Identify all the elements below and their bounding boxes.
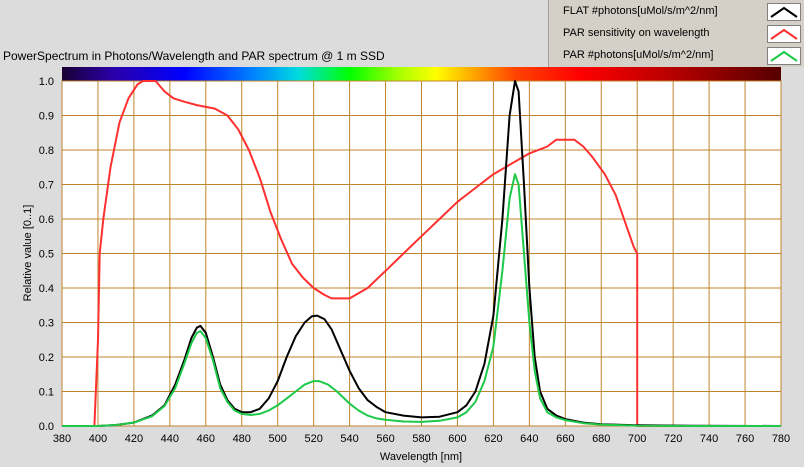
y-tick-label: 0.2 [39, 352, 54, 364]
x-tick-label: 480 [233, 433, 251, 445]
legend-swatch-par-photons [767, 47, 801, 65]
x-tick-label: 660 [556, 433, 574, 445]
series-layer [62, 80, 782, 427]
x-tick-label: 540 [340, 433, 358, 445]
x-tick-label: 380 [53, 433, 71, 445]
y-tick-label: 0.4 [39, 283, 54, 295]
legend-label-par-photons: PAR #photons[uMol/s/m^2/nm] [563, 49, 714, 61]
legend-swatch-par-sensitivity [767, 25, 801, 43]
series-line-flat-photons [62, 80, 782, 427]
x-tick-label: 420 [125, 433, 143, 445]
x-tick-label: 520 [304, 433, 322, 445]
legend-item-par-sensitivity: PAR sensitivity on wavelength [549, 23, 804, 45]
y-tick-label: 0.3 [39, 318, 54, 330]
x-tick-label: 460 [197, 433, 215, 445]
y-tick-label: 0.8 [39, 145, 54, 157]
y-axis-label: Relative value [0..1] [22, 205, 34, 302]
x-tick-label: 720 [664, 433, 682, 445]
y-tick-labels: 0.0 0.1 0.2 0.3 0.4 0.5 0.6 0.7 0.8 0.9 1.0 [39, 76, 54, 433]
x-tick-label: 780 [772, 433, 790, 445]
legend-label-flat: FLAT #photons[uMol/s/m^2/nm] [563, 5, 718, 17]
y-tick-label: 1.0 [39, 76, 54, 88]
x-tick-label: 740 [700, 433, 718, 445]
series-line-par-sensitivity [62, 80, 781, 427]
x-tick-label: 680 [592, 433, 610, 445]
grid [61, 80, 782, 427]
x-axis-label: Wavelength [nm] [380, 451, 462, 463]
y-tick-label: 0.5 [39, 249, 54, 261]
x-tick-label: 640 [520, 433, 538, 445]
x-tick-label: 580 [412, 433, 430, 445]
y-tick-label: 0.9 [39, 111, 54, 123]
chart-title: PowerSpectrum in Photons/Wavelength and … [3, 49, 385, 63]
legend: FLAT #photons[uMol/s/m^2/nm] PAR sensiti… [548, 0, 804, 67]
series-line-par-photons [62, 173, 781, 427]
y-tick-label: 0.6 [39, 214, 54, 226]
x-tick-label: 760 [736, 433, 754, 445]
x-tick-label: 620 [484, 433, 502, 445]
x-tick-label: 440 [161, 433, 179, 445]
x-tick-label: 400 [89, 433, 107, 445]
y-tick-label: 0.0 [39, 421, 54, 433]
x-tick-label: 600 [448, 433, 466, 445]
x-tick-label: 560 [376, 433, 394, 445]
legend-label-par-sensitivity: PAR sensitivity on wavelength [563, 27, 710, 39]
x-tick-label: 500 [269, 433, 287, 445]
spectrum-color-bar [62, 67, 781, 81]
legend-item-par-photons: PAR #photons[uMol/s/m^2/nm] [549, 45, 804, 67]
y-tick-label: 0.1 [39, 387, 54, 399]
legend-item-flat: FLAT #photons[uMol/s/m^2/nm] [549, 1, 804, 23]
x-tick-label: 700 [628, 433, 646, 445]
legend-swatch-flat [767, 3, 801, 21]
x-tick-labels: 380 400 420 440 460 480 500 520 540 560 580 600 620 6… [53, 433, 790, 445]
y-tick-label: 0.7 [39, 180, 54, 192]
